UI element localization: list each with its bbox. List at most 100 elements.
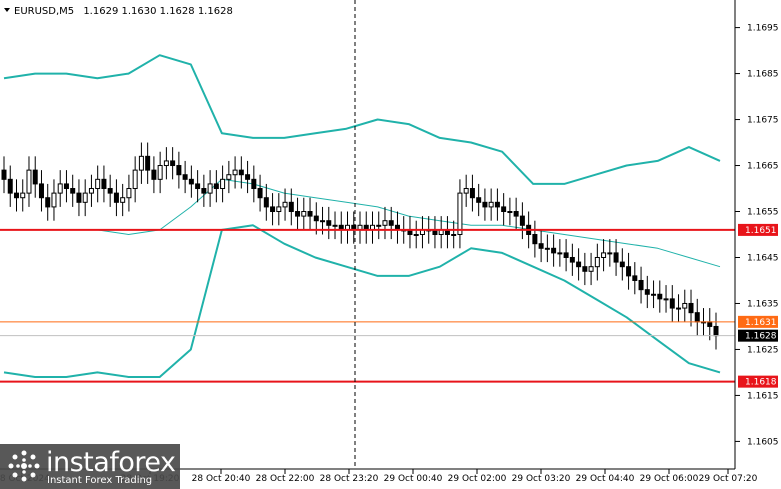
candle [301, 197, 307, 230]
candle-body [626, 266, 632, 277]
candle-body [676, 307, 682, 310]
x-tick-label: 28 Oct 20:40 [192, 474, 251, 484]
candle [151, 156, 157, 194]
candle [45, 183, 51, 221]
candle-body [382, 220, 388, 226]
candle [451, 220, 457, 249]
candle [82, 179, 88, 217]
candle-body [195, 183, 201, 190]
x-tick-label: 29 Oct 03:20 [512, 474, 571, 484]
brand-name: instaforex [46, 447, 176, 478]
candle-body [182, 174, 188, 180]
candle-body [282, 201, 288, 208]
candle [126, 174, 132, 212]
candle [120, 183, 126, 217]
candle [145, 142, 151, 184]
candle [619, 248, 625, 281]
candle [607, 239, 613, 267]
candle [557, 239, 563, 267]
candle [388, 206, 394, 240]
candle [207, 170, 213, 207]
candle-body [238, 169, 244, 176]
candle [226, 160, 232, 194]
candle-body [1, 169, 7, 180]
candle-body [26, 169, 32, 194]
candle [176, 151, 182, 189]
bid-price-label: 1.1628 [745, 332, 777, 342]
candle-body [151, 169, 157, 180]
candle [288, 188, 294, 226]
candle-body [682, 302, 688, 309]
candle [307, 197, 313, 230]
level-price-tag [738, 315, 778, 328]
candle-body [388, 220, 394, 226]
symbol-dropdown-icon [4, 8, 10, 12]
candle-body [95, 178, 101, 190]
candle [469, 174, 475, 212]
candle [170, 147, 176, 180]
candle [182, 160, 188, 194]
candle [501, 193, 507, 226]
candle [1, 156, 7, 194]
candle [138, 142, 144, 184]
candle-body [107, 188, 113, 194]
bollinger-bands [3, 54, 721, 378]
candle-body [513, 211, 519, 217]
candle [551, 234, 557, 267]
candle [332, 211, 338, 240]
candle [538, 229, 544, 263]
chart-header: EURUSD,M5 1.1629 1.1630 1.1628 1.1628 [14, 6, 233, 17]
candle [57, 170, 63, 207]
candle-body [201, 188, 207, 194]
candle-body [88, 188, 94, 194]
candle [282, 188, 288, 221]
candle [232, 156, 238, 189]
candle-body [507, 211, 513, 214]
candle-body [657, 293, 663, 300]
candle [251, 165, 257, 203]
x-tick-label: 29 Oct 07:20 [699, 474, 758, 484]
candle-body [145, 155, 151, 171]
candle-body [263, 197, 269, 208]
y-tick-label: 1.1635 [747, 299, 779, 309]
candle-body [651, 293, 657, 296]
candle-body [313, 215, 319, 222]
candle [413, 220, 419, 249]
candle-body [694, 312, 700, 323]
candle-body [57, 183, 63, 194]
candle-body [332, 224, 338, 227]
candle-body [488, 201, 494, 208]
candle-body [101, 178, 107, 190]
y-axis: 1.1695 1.1685 1.1675 1.1665 1.1655 1.1645 1.16… [735, 24, 779, 447]
candle-body [188, 178, 194, 185]
candle [326, 206, 332, 240]
candle [626, 252, 632, 290]
y-tick-label: 1.1605 [747, 437, 779, 447]
candle-body [176, 165, 182, 176]
candle-body [32, 169, 38, 185]
candle [26, 156, 32, 207]
candle [569, 243, 575, 276]
brand-tagline: Instant Forex Trading [47, 475, 153, 486]
candle [457, 179, 463, 249]
candle-body [245, 174, 251, 180]
candle-body [469, 188, 475, 199]
candle [238, 156, 244, 189]
candle-body [532, 234, 538, 245]
candle-body [226, 174, 232, 180]
level-price-label: 1.1618 [745, 378, 777, 388]
candle-body [51, 192, 57, 208]
candle-body [482, 201, 488, 208]
candle-body [463, 188, 469, 194]
candle [476, 183, 482, 217]
candle [132, 156, 138, 203]
candle [295, 197, 301, 230]
y-tick-label: 1.1645 [747, 253, 779, 263]
candle [632, 262, 638, 295]
candle-body [557, 252, 563, 255]
candle-body [270, 206, 276, 213]
candle [63, 170, 69, 203]
candle-body [551, 247, 557, 254]
candle-body [38, 183, 44, 199]
